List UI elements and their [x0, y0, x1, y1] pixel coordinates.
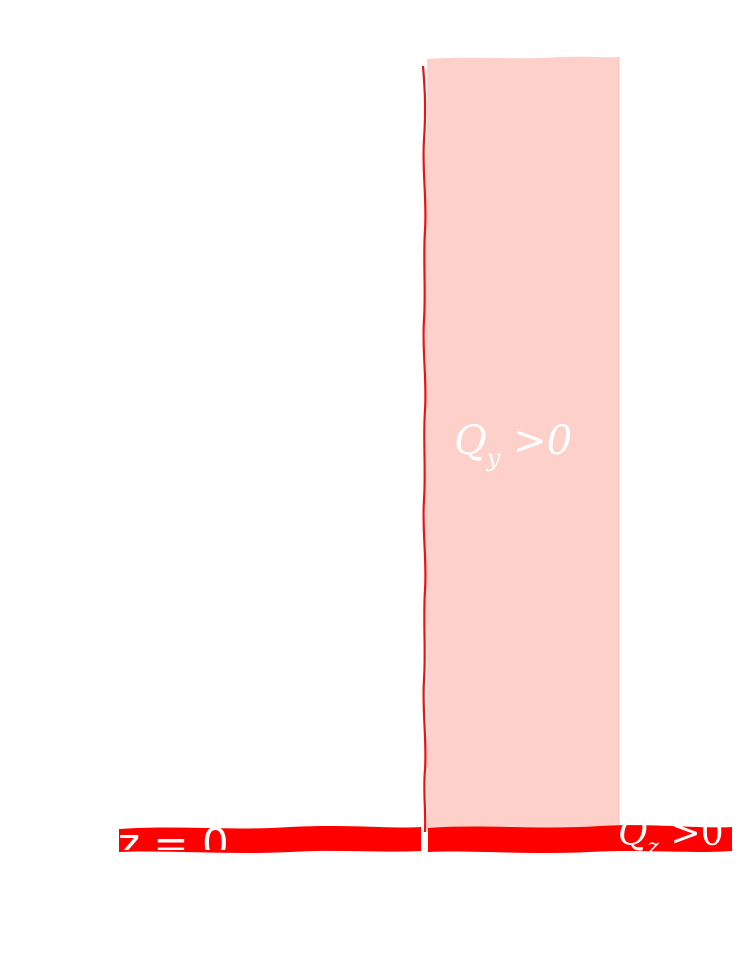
corner-label: Qz >0	[618, 813, 724, 860]
z-zero-band	[119, 826, 421, 853]
corner-label-clip: Qz >0	[618, 813, 724, 860]
region-label: Qy >0	[454, 418, 572, 472]
vertical-boundary-line	[421, 65, 427, 833]
axis-label-clip: z = 0	[118, 819, 229, 868]
shaded-region	[424, 56, 619, 833]
axis-label: z = 0	[118, 819, 229, 868]
z-zero-band-right	[428, 825, 732, 853]
junction-tick	[422, 845, 427, 855]
